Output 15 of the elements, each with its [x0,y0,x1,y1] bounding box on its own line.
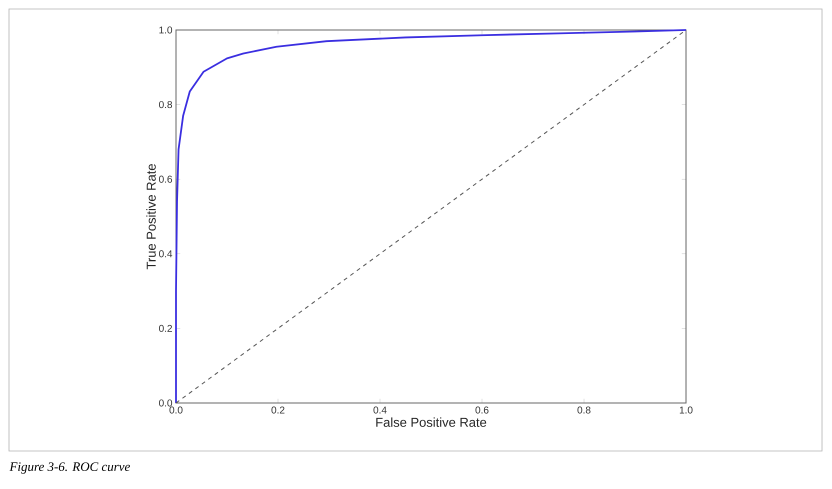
x-tick-label: 0.8 [577,406,590,414]
y-tick-label: 0.6 [159,176,172,183]
y-tick-label: 0.4 [159,250,172,258]
y-tick-label: 0.0 [159,399,172,407]
x-tick-label: 0.4 [373,406,387,414]
x-axis-title: False Positive Rate [376,417,486,427]
text: Figure 3-6. ROC curve [9,462,130,474]
x-tick-label: 1.0 [680,406,693,414]
y-axis-title: True Positive Rate [146,164,156,270]
x-tick-label: 0.6 [475,406,488,414]
y-tick-label: 1.0 [159,26,172,34]
y-tick-label: 0.2 [159,324,172,332]
x-tick-label: 0.0 [169,406,183,414]
y-tick-label: 0.8 [159,101,172,108]
x-tick-label: 0.2 [271,406,284,414]
